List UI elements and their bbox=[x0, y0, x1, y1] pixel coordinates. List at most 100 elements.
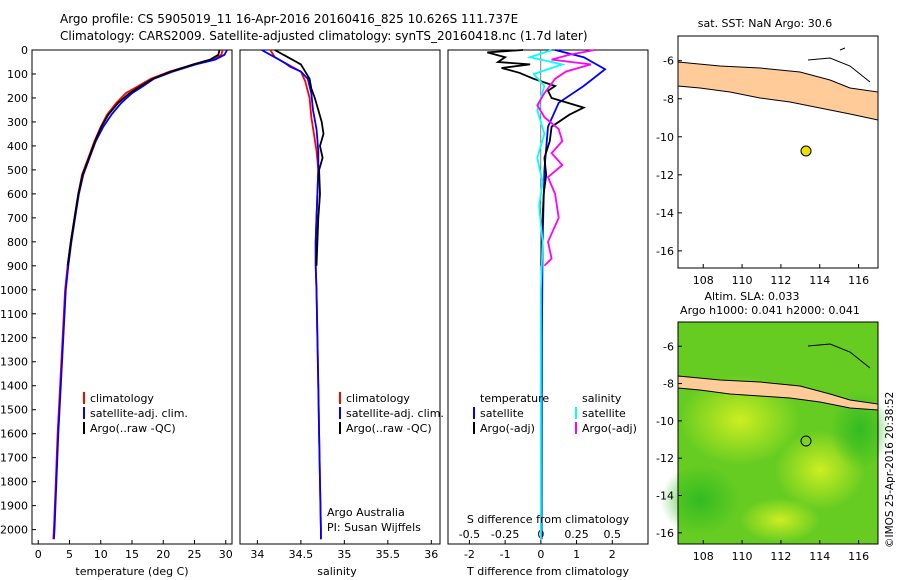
temperature-panel-xtick-label: 15 bbox=[125, 548, 139, 561]
temp-legend-sat: satellite-adj. clim. bbox=[90, 407, 188, 420]
depth-tick-label: 1100 bbox=[0, 308, 28, 321]
difference-panel-x2tick-label: 0.5 bbox=[604, 528, 622, 541]
temperature-panel-xtick-label: 20 bbox=[156, 548, 170, 561]
difference-panel-xtick-label: 0 bbox=[537, 548, 544, 561]
map-ytick-label: -6 bbox=[663, 340, 674, 353]
salinity-xlabel: salinity bbox=[317, 565, 357, 578]
diff-legend-sal-sat: satellite bbox=[582, 407, 626, 420]
map-xtick-label: 108 bbox=[693, 274, 714, 287]
map-ytick-label: -6 bbox=[663, 55, 674, 68]
map-xtick-label: 112 bbox=[770, 550, 791, 563]
sst-map-argo-marker bbox=[800, 145, 812, 157]
temperature-panel-frame bbox=[31, 49, 233, 545]
difference-xlabel: T difference from climatology bbox=[466, 565, 629, 578]
header-line2: Climatology: CARS2009. Satellite-adjuste… bbox=[60, 29, 588, 43]
sla-map: 108 110 112 114 116 -6 -8 -10 -12 -14 -16 bbox=[656, 321, 890, 563]
diff-legend-temp-argo: Argo(-adj) bbox=[480, 422, 535, 435]
map-xtick-label: 114 bbox=[809, 274, 830, 287]
map-xtick-label: 114 bbox=[809, 550, 830, 563]
map-xtick-label: 108 bbox=[693, 550, 714, 563]
map-ytick-label: -16 bbox=[656, 527, 674, 540]
diff-legend-sal-title: salinity bbox=[582, 392, 622, 405]
map-ytick-label: -10 bbox=[656, 415, 674, 428]
map-ytick-label: -8 bbox=[663, 378, 674, 391]
salinity-panel-series-argo bbox=[274, 49, 325, 266]
depth-tick-label: 100 bbox=[7, 68, 28, 81]
depth-tick-label: 1900 bbox=[0, 500, 28, 513]
difference-panel-series-salinity-argo bbox=[536, 49, 595, 267]
map-xtick-label: 110 bbox=[732, 550, 753, 563]
sal-annotation-2: PI: Susan Wijffels bbox=[327, 521, 421, 534]
depth-tick-label: 1300 bbox=[0, 356, 28, 369]
depth-tick-label: 400 bbox=[7, 140, 28, 153]
difference-panel-x2tick-label: -0.25 bbox=[491, 528, 519, 541]
difference-panel-xtick-label: 2 bbox=[609, 548, 616, 561]
temperature-panel-series-climatology bbox=[52, 49, 224, 540]
sal-legend-argo: Argo(..raw -QC) bbox=[346, 422, 432, 435]
difference-panel-xtick-label: -1 bbox=[500, 548, 511, 561]
temperature-panel-xtick-label: 25 bbox=[188, 548, 202, 561]
salinity-panel-xtick-label: 34.5 bbox=[289, 548, 314, 561]
temp-legend-argo: Argo(..raw -QC) bbox=[90, 422, 176, 435]
map-xtick-label: 116 bbox=[848, 550, 869, 563]
diff-legend-sal-argo: Argo(-adj) bbox=[582, 422, 637, 435]
depth-tick-label: 2000 bbox=[0, 524, 28, 537]
map-xtick-label: 112 bbox=[770, 274, 791, 287]
diff-legend-temp-sat: satellite bbox=[480, 407, 524, 420]
sla-map-title1: Altim. SLA: 0.033 bbox=[704, 290, 799, 303]
map-ytick-label: -16 bbox=[656, 245, 674, 258]
salinity-panel-xtick-label: 36 bbox=[424, 548, 438, 561]
sal-legend-sat: satellite-adj. clim. bbox=[346, 407, 444, 420]
footer-credit: ©IMOS 25-Apr-2016 20:38:52 bbox=[884, 392, 896, 548]
depth-tick-label: 1200 bbox=[0, 332, 28, 345]
difference-panel-xtick-label: 1 bbox=[573, 548, 580, 561]
temperature-plot: 0 5 10 15 20 25 30 bbox=[35, 49, 233, 561]
temperature-xlabel: temperature (deg C) bbox=[75, 565, 188, 578]
depth-tick-label: 1000 bbox=[0, 284, 28, 297]
header-line1: Argo profile: CS 5905019_11 16-Apr-2016 … bbox=[60, 12, 518, 26]
depth-tick-label: 800 bbox=[7, 236, 28, 249]
map-ytick-label: -10 bbox=[656, 131, 674, 144]
map-ytick-label: -14 bbox=[656, 207, 674, 220]
map-ytick-label: -12 bbox=[656, 452, 674, 465]
salinity-panel-xtick-label: 35 bbox=[337, 548, 351, 561]
salinity-panel-series-climatology bbox=[269, 49, 322, 540]
sal-legend-clim: climatology bbox=[346, 392, 410, 405]
temperature-panel-series-satellite bbox=[53, 49, 228, 540]
depth-tick-label: 0 bbox=[21, 44, 28, 57]
sst-map-title: sat. SST: NaN Argo: 30.6 bbox=[698, 17, 832, 30]
sst-map-ticks: 108 110 112 114 116 -6 -8 -10 -12 -14 -16 bbox=[656, 55, 869, 287]
sal-annotation-1: Argo Australia bbox=[327, 506, 405, 519]
depth-tick-label: 500 bbox=[7, 164, 28, 177]
depth-tick-label: 1400 bbox=[0, 380, 28, 393]
map-ytick-label: -14 bbox=[656, 489, 674, 502]
temp-legend-clim: climatology bbox=[90, 392, 154, 405]
depth-tick-label: 1600 bbox=[0, 428, 28, 441]
difference-panel-series-salinity-satellite bbox=[526, 49, 566, 540]
map-ytick-label: -8 bbox=[663, 93, 674, 106]
difference-x2label: S difference from climatology bbox=[467, 513, 630, 526]
salinity-panel-xtick-label: 35.5 bbox=[376, 548, 401, 561]
salinity-legend: climatology satellite-adj. clim. Argo(..… bbox=[327, 392, 444, 534]
temperature-legend: climatology satellite-adj. clim. Argo(..… bbox=[83, 392, 188, 435]
sla-map-java-land bbox=[677, 375, 879, 411]
depth-tick-label: 300 bbox=[7, 116, 28, 129]
temperature-panel-xtick-label: 10 bbox=[94, 548, 108, 561]
sla-map-title2: Argo h1000: 0.041 h2000: 0.041 bbox=[680, 304, 860, 317]
diff-legend-temp-title: temperature bbox=[480, 392, 549, 405]
map-ytick-label: -12 bbox=[656, 169, 674, 182]
depth-axis: 0 100 200 300 400 500 600 700 800 900 1000 1100 1200… bbox=[0, 44, 36, 537]
depth-tick-label: 700 bbox=[7, 212, 28, 225]
difference-plot: -2 -1 0 1 2-0.5 -0.25 0 0.25 0.5 bbox=[459, 49, 622, 561]
sst-map-coast-north bbox=[807, 47, 871, 83]
sla-map-argo-marker bbox=[800, 435, 812, 447]
sst-map: 108 110 112 114 116 -6 -8 -10 -12 -14 -16 bbox=[656, 35, 879, 287]
depth-tick-label: 1700 bbox=[0, 452, 28, 465]
depth-tick-label: 1500 bbox=[0, 404, 28, 417]
map-xtick-label: 110 bbox=[732, 274, 753, 287]
depth-tick-label: 1800 bbox=[0, 476, 28, 489]
sla-map-ticks: 108 110 112 114 116 -6 -8 -10 -12 -14 -16 bbox=[656, 340, 869, 563]
depth-tick-label: 900 bbox=[7, 260, 28, 273]
difference-legend: temperature satellite Argo(-adj) salinit… bbox=[473, 392, 637, 435]
